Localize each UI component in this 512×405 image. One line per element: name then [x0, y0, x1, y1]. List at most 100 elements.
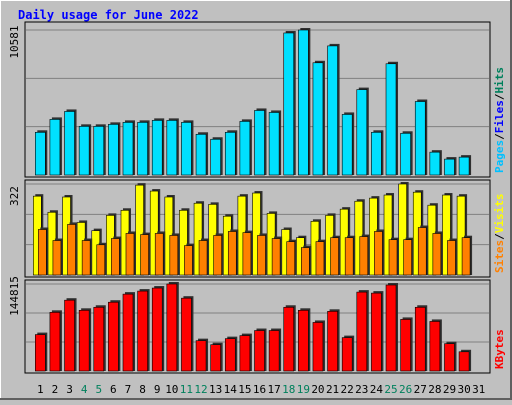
x-tick-label: 4 — [81, 383, 88, 396]
x-tick-label: 5 — [95, 383, 102, 396]
bar — [125, 233, 135, 276]
x-tick-label: 17 — [267, 383, 280, 396]
bar — [35, 334, 46, 372]
legend-entry: Sites — [493, 240, 506, 273]
bar — [35, 131, 46, 176]
bar — [64, 111, 75, 176]
bar — [166, 283, 178, 372]
x-tick-label: 31 — [472, 383, 485, 396]
legend-text: Pages/Files/Hits — [493, 67, 506, 173]
bar — [458, 351, 470, 372]
bar — [257, 235, 266, 276]
x-tick-label: 16 — [253, 383, 266, 396]
x-tick-label: 25 — [384, 383, 397, 396]
x-tick-label: 27 — [414, 383, 427, 396]
bar — [286, 241, 296, 276]
bar — [312, 62, 324, 176]
bar — [151, 287, 163, 372]
bar — [181, 122, 192, 176]
bar — [140, 234, 149, 276]
x-tick-label: 2 — [52, 383, 59, 396]
bar — [456, 195, 466, 276]
bar — [356, 291, 368, 372]
bar — [344, 237, 354, 276]
bar — [432, 233, 442, 276]
bar — [341, 114, 353, 176]
x-tick-label: 7 — [125, 383, 132, 396]
bar — [213, 235, 222, 276]
x-tick-label: 28 — [428, 383, 441, 396]
bar — [154, 233, 164, 276]
x-tick-label: 13 — [209, 383, 222, 396]
x-tick-label: 26 — [399, 383, 412, 396]
bar — [122, 293, 134, 372]
bar — [210, 138, 221, 176]
bar — [195, 340, 207, 372]
bar — [210, 344, 221, 372]
x-tick-label: 1 — [37, 383, 44, 396]
bar — [330, 237, 339, 276]
legend-entry: Pages — [493, 140, 506, 173]
x-tick-label: 3 — [66, 383, 73, 396]
bar — [268, 112, 280, 176]
x-tick-label: 24 — [370, 383, 384, 396]
y-tick-label: 144815 — [8, 276, 21, 316]
bar — [444, 158, 455, 176]
bar — [111, 238, 120, 276]
bar — [184, 245, 193, 276]
bar — [298, 310, 309, 372]
bar — [224, 131, 236, 176]
bar — [374, 231, 383, 276]
y-tick-label: 322 — [8, 186, 21, 206]
bar — [327, 45, 338, 176]
bar — [315, 241, 325, 276]
bar — [385, 284, 397, 372]
bar — [327, 311, 338, 372]
bar — [239, 335, 251, 372]
bar — [108, 124, 119, 176]
legend-separator: / — [493, 233, 506, 240]
legend-separator: / — [493, 133, 506, 140]
x-tick-label: 18 — [282, 383, 295, 396]
bar — [385, 63, 397, 176]
legend-entry: Visits — [493, 194, 506, 234]
bar — [429, 151, 441, 176]
bar — [268, 330, 280, 372]
bar — [400, 319, 411, 372]
x-tick-label: 23 — [355, 383, 368, 396]
bar — [398, 183, 407, 276]
bar — [227, 231, 237, 276]
bar — [67, 224, 76, 276]
legend-separator: / — [493, 93, 506, 100]
bar — [400, 132, 411, 176]
bar — [356, 89, 368, 176]
bar — [341, 337, 353, 372]
bar — [198, 240, 208, 276]
bar — [461, 237, 471, 276]
bar — [122, 122, 134, 176]
bar — [78, 126, 90, 176]
bar — [135, 184, 144, 276]
y-tick-label: 10581 — [8, 25, 21, 58]
bar — [242, 232, 252, 276]
bar — [371, 292, 382, 372]
bar — [359, 236, 369, 276]
legend: Sites/Visits — [493, 194, 506, 274]
bar — [429, 321, 441, 372]
bar — [417, 227, 427, 276]
bar — [108, 301, 119, 372]
x-tick-label: 12 — [194, 383, 207, 396]
bar — [298, 29, 309, 176]
x-tick-label: 14 — [224, 383, 238, 396]
bar — [283, 306, 295, 372]
legend: KBytes — [493, 329, 506, 369]
bar — [137, 290, 148, 372]
x-tick-label: 10 — [165, 383, 178, 396]
legend-entry: Hits — [493, 67, 506, 94]
bar — [38, 229, 47, 276]
bar — [96, 244, 106, 276]
x-tick-label: 6 — [110, 383, 117, 396]
bar — [81, 240, 91, 276]
bar — [388, 239, 398, 276]
bar — [224, 338, 236, 372]
